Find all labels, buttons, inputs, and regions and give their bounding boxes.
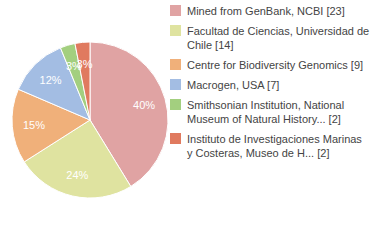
svg-text:3%: 3%: [65, 60, 82, 73]
html-text:Macrogen, USA [7]: Macrogen, USA [7]: [187, 79, 280, 91]
svg-text:12%: 12%: [40, 74, 62, 86]
html-text:Centre for Biodiversity Genomi: Centre for Biodiversity Genomics [9]: [187, 59, 364, 71]
svg-text:40%: 40%: [133, 99, 155, 111]
html-text:Facultad de Ciencias, Universi: Facultad de Ciencias, Universidad de Chi…: [187, 25, 370, 51]
html-text:Mined from GenBank, NCBI [23]: Mined from GenBank, NCBI [23]: [187, 5, 345, 17]
html-text:Smithsonian Institution, Natio: Smithsonian Institution, National Museum…: [187, 99, 345, 125]
svg-text:24%: 24%: [66, 169, 88, 181]
html-text:Instituto de Investigaciones M: Instituto de Investigaciones Marinas y C…: [187, 133, 362, 159]
svg-text:15%: 15%: [23, 119, 45, 131]
svg-text:3%: 3%: [77, 58, 93, 70]
